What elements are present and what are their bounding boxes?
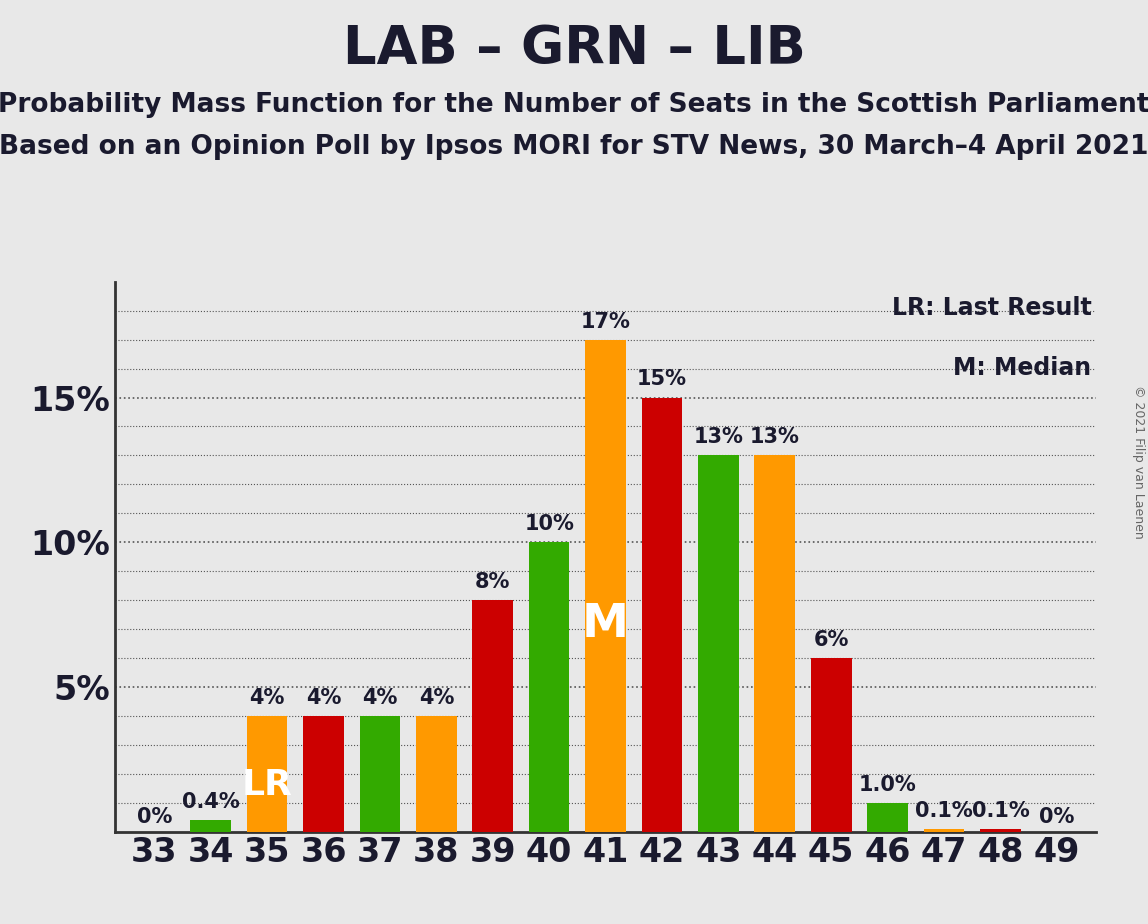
Bar [585, 340, 626, 832]
Text: Probability Mass Function for the Number of Seats in the Scottish Parliament: Probability Mass Function for the Number… [0, 92, 1148, 118]
Text: © 2021 Filip van Laenen: © 2021 Filip van Laenen [1132, 385, 1146, 539]
Text: M: M [582, 602, 629, 648]
Bar [810, 658, 852, 832]
Text: 4%: 4% [419, 687, 453, 708]
Bar [191, 820, 231, 832]
Text: 15%: 15% [637, 370, 687, 389]
Text: 17%: 17% [581, 311, 630, 332]
Text: 4%: 4% [305, 687, 341, 708]
Text: 0.4%: 0.4% [181, 792, 240, 812]
Bar [924, 829, 964, 832]
Bar [867, 803, 908, 832]
Text: LAB – GRN – LIB: LAB – GRN – LIB [342, 23, 806, 75]
Bar [754, 456, 796, 832]
Bar [359, 716, 401, 832]
Bar [303, 716, 344, 832]
Bar [247, 716, 287, 832]
Text: 6%: 6% [814, 630, 848, 650]
Text: 0%: 0% [1039, 808, 1075, 827]
Text: 1.0%: 1.0% [859, 774, 916, 795]
Bar [416, 716, 457, 832]
Text: M: Median: M: Median [953, 356, 1092, 380]
Text: 4%: 4% [363, 687, 397, 708]
Text: 8%: 8% [475, 572, 511, 592]
Text: 0.1%: 0.1% [915, 800, 972, 821]
Bar [529, 542, 569, 832]
Text: 0%: 0% [137, 808, 172, 827]
Bar [642, 397, 682, 832]
Text: 0.1%: 0.1% [971, 800, 1030, 821]
Text: LR: LR [242, 768, 293, 802]
Text: LR: Last Result: LR: Last Result [892, 296, 1092, 320]
Bar [980, 829, 1021, 832]
Text: 10%: 10% [525, 514, 574, 534]
Text: 4%: 4% [249, 687, 285, 708]
Text: 13%: 13% [693, 427, 743, 447]
Bar [473, 600, 513, 832]
Text: 13%: 13% [750, 427, 800, 447]
Bar [698, 456, 738, 832]
Text: Based on an Opinion Poll by Ipsos MORI for STV News, 30 March–4 April 2021: Based on an Opinion Poll by Ipsos MORI f… [0, 134, 1148, 160]
